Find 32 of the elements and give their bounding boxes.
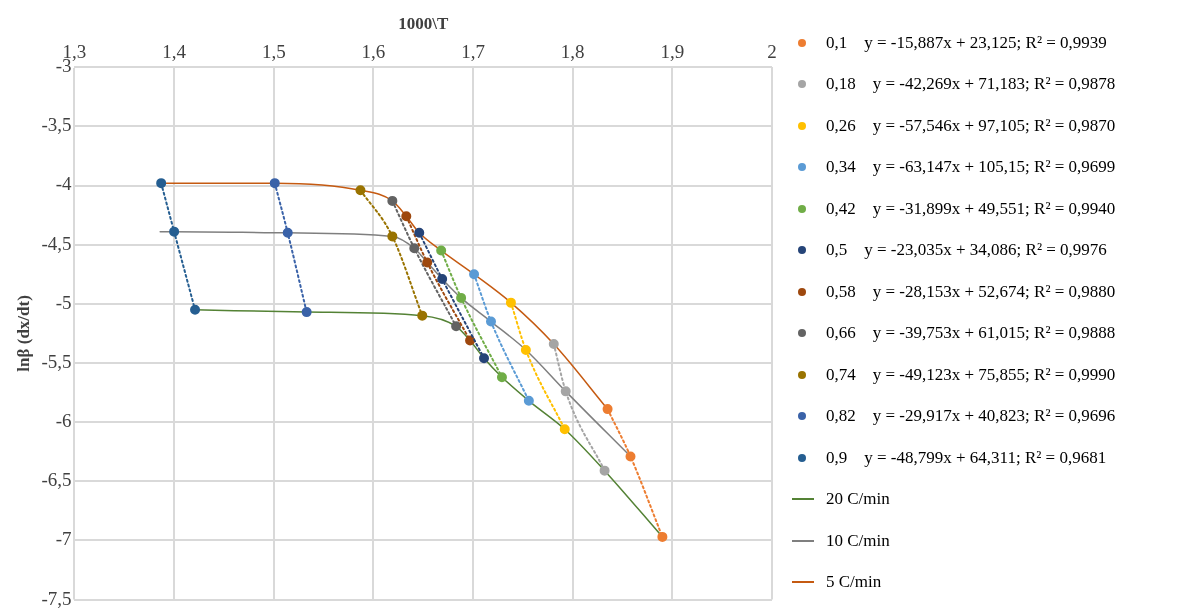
y-tick-label: -7,5 <box>41 587 72 609</box>
y-axis-title: lnβ (dx/dt) <box>13 295 33 372</box>
y-tick-label: -6 <box>55 410 72 432</box>
x-axis-title: 1000\T <box>398 13 449 33</box>
y-tick-label: -3,5 <box>41 114 72 136</box>
legend-label: 0,5 y = -23,035x + 34,086; R² = 0,9976 <box>826 240 1107 261</box>
legend-label: 0,1 y = -15,887x + 23,125; R² = 0,9939 <box>826 32 1107 53</box>
legend-label: 0,34 y = -63,147x + 105,15; R² = 0,9699 <box>826 157 1116 178</box>
y-tick-label: -7 <box>55 528 72 550</box>
legend-label: 0,9 y = -48,799x + 64,311; R² = 0,9681 <box>826 447 1107 468</box>
y-tick-label: -4 <box>55 173 72 195</box>
y-tick-label: -5,5 <box>41 350 72 372</box>
legend-label: 5 C/min <box>826 572 882 593</box>
x-tick-label: 1,4 <box>162 40 187 62</box>
y-tick-label: -6,5 <box>41 469 72 491</box>
legend-label: 0,42 y = -31,899x + 49,551; R² = 0,9940 <box>826 198 1116 219</box>
legend-label: 0,74 y = -49,123x + 75,855; R² = 0,9990 <box>826 364 1116 385</box>
legend-label: 0,66 y = -39,753x + 61,015; R² = 0,9888 <box>826 323 1116 344</box>
legend-label: 0,18 y = -42,269x + 71,183; R² = 0,9878 <box>826 74 1116 95</box>
x-tick-label: 1,5 <box>261 40 286 62</box>
y-tick-label: -5 <box>55 291 72 313</box>
x-tick-label: 1,7 <box>461 40 485 62</box>
x-tick-label: 2 <box>767 40 777 62</box>
legend-label: 0,82 y = -29,917x + 40,823; R² = 0,9696 <box>826 406 1116 427</box>
x-tick-label: 1,9 <box>660 40 685 62</box>
legend-label: 0,58 y = -28,153x + 52,674; R² = 0,9880 <box>826 281 1116 302</box>
x-tick-label: 1,8 <box>560 40 585 62</box>
legend-label: 0,26 y = -57,546x + 97,105; R² = 0,9870 <box>826 115 1116 136</box>
legend-label: 10 C/min <box>826 530 890 551</box>
x-tick-label: 1,6 <box>361 40 386 62</box>
legend-label: 20 C/min <box>826 489 890 510</box>
y-tick-label: -4,5 <box>41 232 72 254</box>
